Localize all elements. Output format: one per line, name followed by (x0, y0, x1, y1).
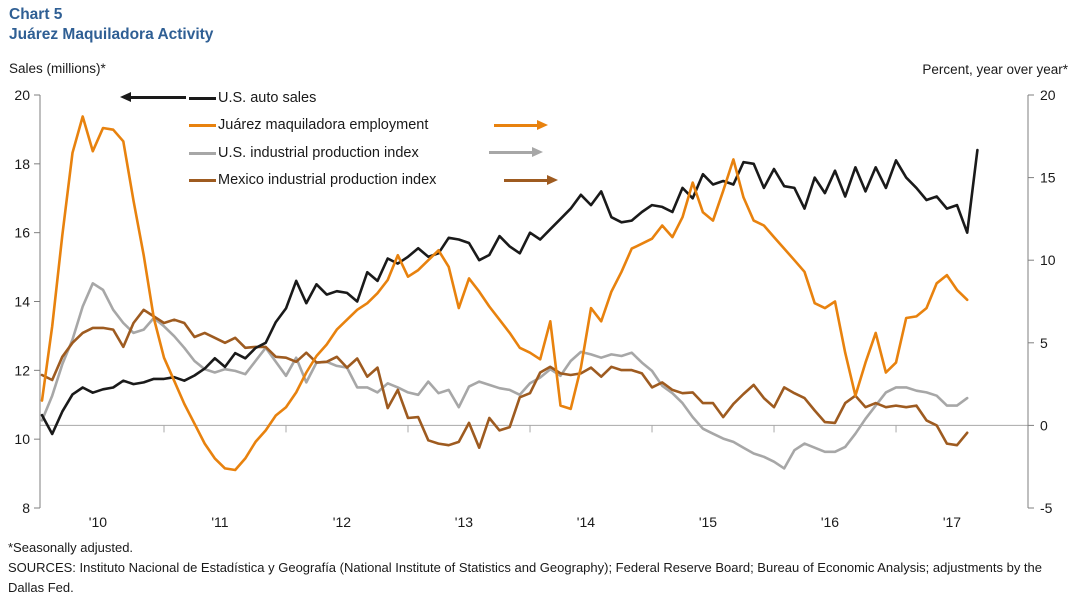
auto-sales-line-swatch (189, 96, 216, 100)
us-ip-line-swatch (189, 151, 216, 155)
series-line-u-s-auto-sales (40, 148, 979, 436)
x-axis-year-label: '11 (211, 514, 228, 530)
sources-note: SOURCES: Instituto Nacional de Estadísti… (8, 560, 1043, 595)
mexico-ip-line-swatch (189, 178, 216, 182)
left-tick-label: 12 (14, 362, 30, 378)
legend-item-mexico-ip: Mexico industrial production index (189, 172, 436, 188)
left-tick-label: 14 (14, 294, 30, 310)
x-axis-year-label: '13 (455, 514, 473, 530)
x-axis-year-label: '14 (577, 514, 595, 530)
x-axis-year-label: '10 (89, 514, 107, 530)
right-axis-title: Percent, year over year* (922, 62, 1068, 77)
series-line-juarez-maquiladora-employment (40, 115, 969, 472)
left-tick-label: 8 (22, 500, 30, 516)
left-tick-label: 18 (14, 156, 30, 172)
series-line-mexico-industrial-production-index (40, 308, 969, 450)
right-tick-label: -5 (1040, 500, 1053, 516)
right-tick-label: 15 (1040, 170, 1056, 186)
left-tick-label: 16 (14, 225, 30, 241)
x-axis-year-label: '16 (821, 514, 839, 530)
left-axis-title: Sales (millions)* (9, 61, 106, 76)
series-line-u-s-industrial-production-index (40, 282, 969, 470)
legend-item-us-ip: U.S. industrial production index (189, 145, 419, 161)
right-tick-label: 5 (1040, 335, 1048, 351)
juarez-employment-line-swatch (189, 123, 216, 127)
legend-label: U.S. industrial production index (218, 145, 419, 161)
left-tick-label: 10 (14, 431, 30, 447)
chart-title: Chart 5 Juárez Maquiladora Activity (9, 5, 213, 45)
legend-label: Juárez maquiladora employment (218, 117, 429, 133)
legend-label: U.S. auto sales (218, 90, 317, 106)
right-tick-label: 10 (1040, 252, 1056, 268)
legend-item-auto-sales: U.S. auto sales (189, 90, 316, 106)
right-axis-arrow-orange-icon (494, 120, 548, 130)
right-axis-arrow-gray-icon (489, 147, 543, 157)
chart-number: Chart 5 (9, 6, 63, 23)
seasonal-adjustment-footnote: *Seasonally adjusted. (8, 540, 134, 555)
left-tick-label: 20 (14, 87, 30, 103)
right-tick-label: 0 (1040, 417, 1048, 433)
left-axis-arrow-icon (120, 92, 186, 102)
legend-label: Mexico industrial production index (218, 172, 437, 188)
legend-item-juarez-employment: Juárez maquiladora employment (189, 117, 428, 133)
right-tick-label: 20 (1040, 87, 1056, 103)
x-axis-year-label: '12 (333, 514, 351, 530)
chart-plot: 20 18 16 14 12 10 8 20 15 10 5 0 -5 '10 '11 '12 '13 '14 '1… (14, 87, 1056, 530)
chart-name: Juárez Maquiladora Activity (9, 26, 214, 43)
x-axis-year-label: '15 (699, 514, 717, 530)
right-axis-arrow-brown-icon (504, 175, 558, 185)
x-axis-year-label: '17 (943, 514, 961, 530)
